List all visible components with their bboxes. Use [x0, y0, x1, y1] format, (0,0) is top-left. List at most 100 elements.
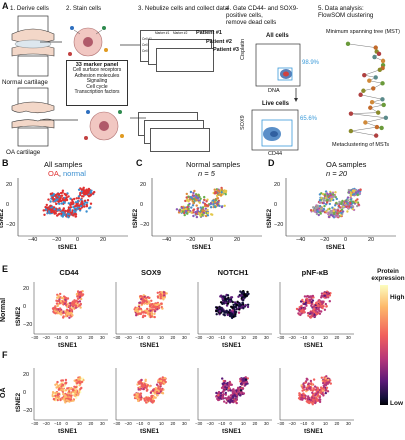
x-tick-label: 20	[334, 421, 340, 426]
scatter-point	[327, 215, 331, 218]
x-axis-title: tSNE1	[140, 428, 160, 435]
panel-c-n: n = 5	[198, 169, 215, 178]
mst-node	[368, 105, 373, 110]
gate1-percentage: 98.9%	[302, 60, 320, 66]
y-axis-title: tSNE2	[15, 392, 22, 412]
scatter-point	[68, 387, 72, 390]
scatter-point	[149, 313, 152, 316]
scatter-point	[135, 392, 138, 396]
derive-arrows	[40, 41, 78, 121]
scatter-point	[227, 387, 231, 390]
x-tick-label: 20	[88, 421, 94, 426]
scatter-point	[163, 376, 167, 380]
scatter-point	[184, 207, 188, 211]
mst-node	[374, 124, 380, 130]
x-tick-label: 20	[252, 335, 258, 340]
mst-node	[369, 100, 375, 105]
scatter-point	[165, 292, 168, 295]
scatter-point	[204, 214, 208, 218]
scatter-point	[44, 205, 47, 209]
scatter-point	[80, 378, 83, 381]
x-axis-title: tSNE1	[58, 428, 78, 435]
scatter-point	[73, 300, 77, 303]
scatter-point	[327, 378, 330, 382]
scatter-point	[307, 314, 310, 317]
scatter-point	[209, 202, 213, 205]
scatter-point	[62, 392, 65, 396]
scatter-point	[197, 212, 201, 215]
scatter-point	[153, 392, 157, 395]
scatter-point	[302, 392, 305, 395]
scatter-point	[137, 399, 140, 403]
scatter-point	[51, 395, 55, 398]
scatter-point	[139, 295, 142, 298]
scatter-point	[161, 391, 164, 394]
scatter-point	[300, 312, 303, 315]
scatter-point	[246, 377, 249, 380]
scatter-point	[150, 311, 153, 314]
scatter-point	[341, 210, 345, 213]
scatter-point	[352, 193, 356, 196]
scatter-point	[246, 290, 249, 294]
scatter-point	[51, 391, 55, 394]
step-3-title: 3. Nebulize cells and collect data	[138, 5, 229, 12]
scatter-point	[314, 312, 318, 315]
marker-item: Cell surface receptors	[72, 67, 122, 73]
scatter-point	[231, 395, 235, 398]
scatter-point	[325, 305, 328, 308]
step-4-title: 4. Gate CD44- and SOX9- positive cells, …	[226, 5, 299, 26]
gate2-title: Live cells	[262, 101, 290, 107]
scatter-point	[57, 397, 61, 400]
scatter-point	[65, 395, 68, 398]
scatter-point	[314, 393, 318, 396]
scatter-point	[331, 206, 334, 209]
scatter-point	[337, 215, 340, 218]
scatter-point	[140, 378, 143, 382]
scatter-point	[224, 391, 227, 395]
scatter-point	[311, 391, 314, 394]
scatter-point	[59, 292, 62, 296]
marker-expression-plot	[279, 282, 354, 335]
tsne-normal-samples-plot	[151, 178, 262, 237]
scatter-point	[57, 294, 60, 297]
scatter-point	[152, 395, 156, 398]
scatter-point	[321, 389, 325, 392]
scatter-point	[51, 307, 55, 310]
marker-expression-plot	[279, 368, 354, 421]
scatter-point	[189, 190, 193, 194]
x-tick-label: 30	[100, 335, 105, 340]
scatter-point	[143, 397, 146, 400]
x-tick-label: −20	[206, 335, 214, 340]
marker-title-cd44: CD44	[59, 268, 79, 277]
y-tick-label: 20	[23, 286, 30, 292]
scatter-point	[72, 399, 75, 402]
panel-label-c: C	[136, 158, 143, 168]
scatter-point	[318, 201, 321, 204]
scatter-point	[78, 304, 81, 307]
scatter-point	[239, 377, 242, 381]
x-tick-label: −20	[186, 237, 196, 243]
scatter-point	[202, 201, 205, 204]
scatter-point	[310, 401, 313, 404]
x-tick-label: 10	[241, 335, 246, 340]
scatter-point	[80, 200, 83, 203]
x-tick-label: −40	[28, 237, 38, 243]
scatter-point	[140, 383, 143, 387]
scatter-point	[201, 206, 205, 209]
x-tick-label: −30	[277, 421, 285, 426]
scatter-point	[148, 396, 151, 400]
scatter-point	[325, 381, 328, 384]
scatter-point	[329, 382, 332, 385]
scatter-point	[320, 386, 323, 390]
scatter-point	[331, 195, 334, 198]
data-table-oa-3	[150, 128, 210, 152]
scatter-point	[321, 301, 325, 304]
scatter-point	[230, 300, 234, 303]
scatter-point	[209, 206, 213, 209]
scatter-point	[317, 213, 320, 217]
scatter-point	[297, 312, 300, 315]
scatter-point	[74, 386, 78, 389]
scatter-point	[192, 202, 195, 205]
colorbar-gradient	[380, 285, 388, 405]
x-tick-label: −20	[42, 421, 50, 426]
